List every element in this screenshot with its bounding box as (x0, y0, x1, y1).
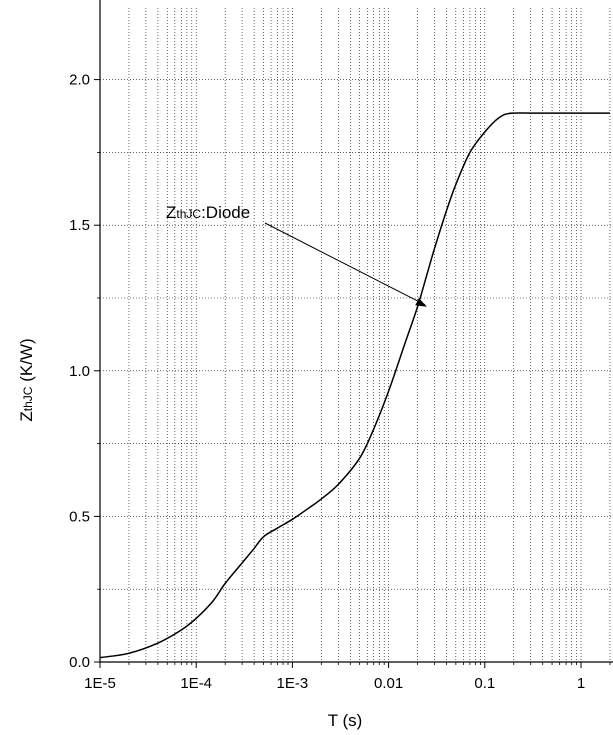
annotation-rest: :Diode (201, 203, 250, 222)
y-tick-label: 2.0 (69, 72, 90, 89)
y-axis-label-rest: (K/W) (17, 338, 36, 386)
x-tick-label: 0.1 (474, 675, 495, 692)
annotation-sub: thJC (176, 207, 201, 221)
y-tick-label: 1.0 (69, 363, 90, 380)
y-axis-label-main: Z (17, 411, 36, 421)
y-tick-label: 0.0 (69, 654, 90, 671)
x-tick-label: 1 (577, 675, 585, 692)
annotation-main: Z (166, 203, 176, 222)
y-tick-label: 0.5 (69, 508, 90, 525)
x-tick-label: 1E-4 (180, 675, 212, 692)
x-tick-label: 0.01 (374, 675, 403, 692)
x-tick-label: 1E-5 (84, 675, 116, 692)
y-axis-label-sub: thJC (21, 386, 35, 411)
x-axis-label: T (s) (328, 711, 363, 730)
y-tick-label: 1.5 (69, 217, 90, 234)
x-tick-label: 1E-3 (277, 675, 309, 692)
